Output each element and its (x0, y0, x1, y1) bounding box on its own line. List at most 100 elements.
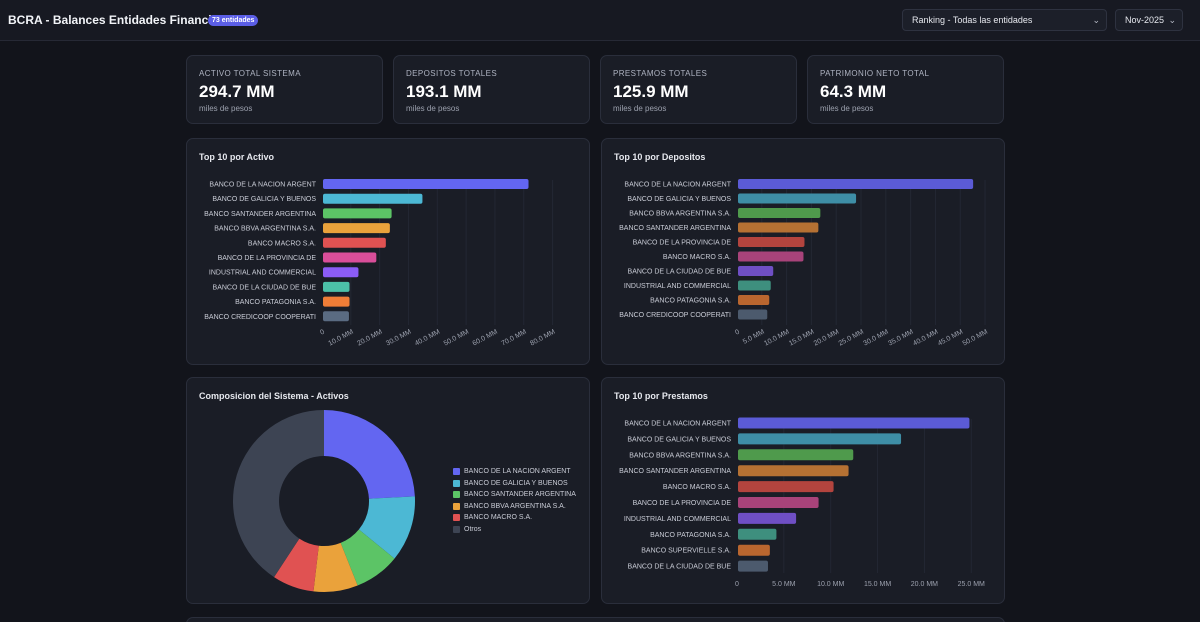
category-label: BANCO MACRO S.A. (663, 254, 731, 261)
x-tick-label: 30.0 MM (862, 329, 889, 348)
category-label: BANCO PATAGONIA S.A. (650, 532, 731, 539)
bar (738, 465, 849, 477)
pie-slice (324, 410, 415, 499)
bar (738, 237, 805, 247)
kpi-label: DEPOSITOS TOTALES (406, 69, 498, 78)
kpi-unit: miles de pesos (613, 104, 667, 113)
category-label: INDUSTRIAL AND COMMERCIAL (209, 270, 316, 277)
category-label: BANCO MACRO S.A. (663, 484, 731, 491)
kpi-card-prestamos: PRESTAMOS TOTALES 125.9 MM miles de peso… (600, 55, 797, 124)
category-label: INDUSTRIAL AND COMMERCIAL (624, 516, 731, 523)
chart-panel-composicion: Composicion del Sistema - Activos BANCO … (186, 377, 590, 604)
x-tick-label: 25.0 MM (958, 581, 985, 588)
x-tick-label: 80.0 MM (529, 329, 556, 348)
pie-slice (340, 529, 395, 586)
category-label: BANCO DE LA NACION ARGENT (209, 182, 316, 189)
x-tick-label: 25.0 MM (838, 329, 865, 348)
chart-panel-activo: Top 10 por Activo 0 10.0 MM 20.0 MM 30.0 MM… (186, 138, 590, 365)
x-tick-label: 10.0 MM (327, 329, 354, 348)
pie-slice (358, 496, 415, 559)
category-label: BANCO DE LA NACION ARGENT (624, 421, 731, 428)
chart-title: Top 10 por Activo (199, 152, 275, 162)
category-label: BANCO SANTANDER ARGENTINA (204, 211, 316, 218)
category-label: BANCO DE GALICIA Y BUENOS (627, 196, 731, 203)
x-tick-label: 40.0 MM (414, 329, 441, 348)
category-label: BANCO PATAGONIA S.A. (235, 299, 316, 306)
legend-swatch (453, 502, 460, 510)
legend-item[interactable]: BANCO BBVA ARGENTINA S.A. (453, 501, 576, 513)
x-tick-label: 5.0 MM (772, 581, 796, 588)
bar (738, 208, 821, 218)
legend-label: BANCO SANTANDER ARGENTINA (464, 491, 576, 499)
bar (738, 266, 774, 276)
category-label: BANCO BBVA ARGENTINA S.A. (214, 226, 316, 233)
category-label: BANCO DE LA CIUDAD DE BUE (628, 269, 732, 276)
category-label: BANCO SANTANDER ARGENTINA (619, 468, 731, 475)
legend-label: BANCO BBVA ARGENTINA S.A. (464, 502, 566, 510)
x-tick-label: 0 (735, 581, 739, 588)
bar (738, 309, 768, 320)
legend-swatch (453, 491, 460, 499)
category-label: BANCO DE GALICIA Y BUENOS (627, 436, 731, 443)
kpi-card-activo: ACTIVO TOTAL SISTEMA 294.7 MM miles de p… (186, 55, 383, 124)
bar (323, 223, 390, 234)
x-tick-label: 35.0 MM (887, 329, 914, 348)
bar (323, 267, 359, 278)
bar (738, 433, 902, 445)
period-select[interactable]: Nov-2025 ⌄ (1115, 9, 1183, 31)
category-label: BANCO BBVA ARGENTINA S.A. (629, 452, 731, 459)
x-tick-label: 10.0 MM (817, 581, 844, 588)
legend-item[interactable]: Otros (453, 524, 576, 536)
x-tick-label: 60.0 MM (472, 329, 499, 348)
x-tick-label: 5.0 MM (742, 329, 766, 346)
pie-slice (313, 542, 358, 592)
legend-label: BANCO DE LA NACION ARGENT (464, 468, 571, 476)
next-panel (186, 617, 1005, 622)
chevron-down-icon: ⌄ (1168, 15, 1176, 25)
bar (738, 528, 777, 540)
chart-panel-depositos: Top 10 por Depositos 0 5.0 MM 10.0 MM 15.0 … (601, 138, 1005, 365)
legend-item[interactable]: BANCO DE LA NACION ARGENT (453, 466, 576, 478)
category-label: BANCO CREDICOOP COOPERATI (619, 312, 731, 319)
period-select-value: Nov-2025 (1125, 15, 1165, 25)
bar (323, 179, 529, 189)
category-label: BANCO DE LA PROVINCIA DE (218, 255, 317, 262)
kpi-card-depositos: DEPOSITOS TOTALES 193.1 MM miles de peso… (393, 55, 590, 124)
entity-count-badge: 73 entidades (208, 15, 259, 26)
bar (738, 449, 854, 461)
chart-activo: 0 10.0 MM 20.0 MM 30.0 MM 40.0 MM 50.0 MM 60.0… (204, 179, 557, 348)
pie-legend: BANCO DE LA NACION ARGENT BANCO DE GALICI… (453, 466, 576, 535)
kpi-value: 294.7 MM (199, 82, 275, 101)
bar (738, 497, 819, 508)
bar (738, 251, 804, 262)
category-label: BANCO DE LA CIUDAD DE BUE (628, 564, 732, 571)
bar (738, 280, 771, 291)
x-tick-label: 10.0 MM (763, 329, 790, 348)
chart-prestamos: 0 5.0 MM 10.0 MM 15.0 MM 20.0 MM 25.0 MM BANCO… (619, 417, 985, 588)
legend-item[interactable]: BANCO MACRO S.A. (453, 512, 576, 524)
x-tick-label: 45.0 MM (937, 329, 964, 348)
kpi-unit: miles de pesos (406, 104, 460, 113)
chart-title: Composicion del Sistema - Activos (199, 391, 349, 401)
kpi-unit: miles de pesos (820, 104, 874, 113)
kpi-value: 125.9 MM (613, 82, 689, 101)
category-label: BANCO CREDICOOP COOPERATI (204, 314, 316, 321)
x-tick-label: 20.0 MM (356, 329, 383, 348)
legend-swatch (453, 514, 460, 522)
chart-title: Top 10 por Depositos (614, 152, 706, 162)
category-label: BANCO DE LA CIUDAD DE BUE (213, 284, 317, 291)
category-label: BANCO BBVA ARGENTINA S.A. (629, 211, 731, 218)
kpi-card-patrimonio: PATRIMONIO NETO TOTAL 64.3 MM miles de p… (807, 55, 1004, 124)
bar (738, 222, 819, 233)
legend-item[interactable]: BANCO DE GALICIA Y BUENOS (453, 478, 576, 490)
category-label: BANCO PATAGONIA S.A. (650, 298, 731, 305)
category-label: BANCO DE GALICIA Y BUENOS (212, 196, 316, 203)
kpi-value: 193.1 MM (406, 82, 482, 101)
ranking-select[interactable]: Ranking - Todas las entidades ⌄ (902, 9, 1107, 31)
kpi-label: PATRIMONIO NETO TOTAL (820, 69, 930, 78)
legend-item[interactable]: BANCO SANTANDER ARGENTINA (453, 489, 576, 501)
chevron-down-icon: ⌄ (1092, 15, 1100, 25)
chart-panel-prestamos: Top 10 por Prestamos 0 5.0 MM 10.0 MM 15.0 … (601, 377, 1005, 604)
category-label: BANCO SANTANDER ARGENTINA (619, 225, 731, 232)
